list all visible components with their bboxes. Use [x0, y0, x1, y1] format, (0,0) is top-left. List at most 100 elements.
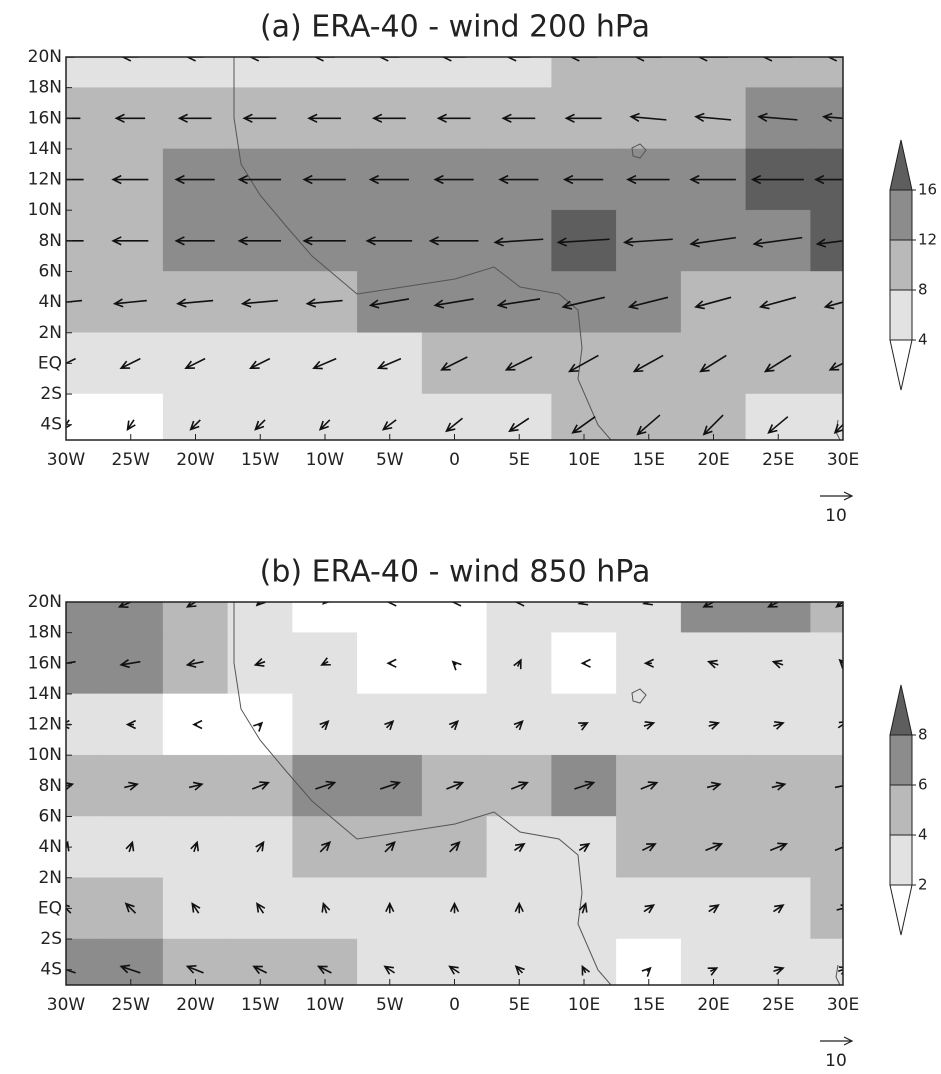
wind-vector [313, 57, 335, 62]
x-tick-label: 10E [568, 995, 600, 1015]
wind-vector [240, 298, 278, 308]
wind-vector [705, 842, 724, 852]
speed-cell [98, 393, 164, 440]
wind-vector [508, 417, 530, 433]
y-tick-label: 4N [38, 292, 62, 312]
wind-vector [556, 237, 610, 247]
wind-vector [643, 721, 656, 730]
wind-vector [627, 296, 669, 310]
wind-vector [514, 965, 525, 976]
wind-vector [248, 57, 270, 62]
x-tick-label: 25W [112, 995, 151, 1015]
wind-vector [823, 300, 843, 310]
wind-vector [378, 57, 400, 62]
wind-vector [242, 113, 277, 123]
wind-vector [569, 57, 597, 62]
wind-vector [66, 299, 83, 303]
speed-cell [616, 393, 682, 440]
x-tick-label: 5W [376, 450, 404, 470]
speed-cell [680, 57, 747, 88]
wind-vector [319, 841, 332, 853]
wind-vector [126, 419, 136, 432]
wind-vector [513, 658, 522, 670]
y-tick-label: 4S [40, 960, 62, 980]
wind-vector [451, 660, 462, 671]
wind-vector [249, 357, 271, 370]
wind-vector [66, 240, 84, 242]
wind-vector [697, 57, 728, 62]
speed-cell [616, 938, 682, 985]
wind-vector [504, 356, 533, 371]
x-tick-label: 30W [47, 450, 86, 470]
wind-vector [641, 843, 657, 852]
wind-vector [689, 174, 736, 185]
wind-vector [111, 236, 149, 246]
x-tick-label: 10W [306, 995, 345, 1015]
plot-area [66, 57, 843, 440]
wind-vector [706, 659, 719, 669]
wind-vector [706, 781, 722, 791]
wind-vector [496, 298, 541, 309]
speed-cell [162, 602, 229, 633]
wind-vector [757, 112, 798, 122]
wind-vector [826, 57, 843, 62]
y-tick-label: 12N [28, 170, 62, 190]
wind-vector [312, 357, 337, 370]
wind-vector [379, 780, 402, 790]
wind-vector [440, 356, 468, 371]
wind-vector [125, 840, 135, 853]
wind-vector [707, 967, 719, 976]
wind-vector [433, 174, 474, 185]
wind-vector [574, 780, 596, 790]
wind-vector [445, 417, 463, 433]
wind-vector [66, 968, 76, 974]
wind-vector [567, 354, 599, 373]
wind-vector [319, 720, 330, 731]
wind-vector [643, 904, 656, 914]
wind-vector [253, 721, 264, 732]
wind-vector [773, 904, 785, 914]
wind-vector [580, 658, 591, 668]
wind-vector [192, 719, 203, 730]
speed-cell [98, 938, 164, 985]
wind-vector [174, 174, 215, 185]
x-tick-label: 25W [112, 450, 151, 470]
wind-vector [702, 414, 724, 436]
wind-vector [834, 781, 843, 789]
wind-vector [501, 113, 536, 123]
speed-cell [66, 57, 99, 88]
wind-vector [302, 236, 346, 246]
y-tick-label: 6N [38, 261, 62, 281]
speed-cell [745, 57, 811, 88]
wind-vector [321, 901, 331, 914]
colorbar-label: 2 [918, 876, 928, 894]
y-tick-label: 16N [28, 108, 62, 128]
speed-cell [66, 602, 99, 633]
wind-vector [771, 781, 787, 791]
wind-vector [752, 236, 803, 248]
y-tick-label: EQ [38, 353, 62, 373]
colorbar-label: 8 [918, 281, 928, 299]
x-tick-label: 5W [376, 995, 404, 1015]
wind-vector [66, 419, 71, 429]
speed-cell [227, 938, 293, 985]
wind-vector [185, 658, 204, 668]
x-tick-label: 30E [827, 995, 859, 1015]
wind-vector [763, 354, 792, 373]
wind-vector [320, 657, 331, 666]
y-tick-label: 16N [28, 653, 62, 673]
wind-vector [433, 298, 474, 309]
wind-vector [371, 113, 406, 123]
y-tick-label: 20N [28, 47, 62, 67]
wind-vector [833, 423, 843, 434]
speed-cell [680, 602, 747, 633]
y-tick-label: 2N [38, 323, 62, 343]
speed-cell [810, 754, 843, 817]
speed-cell [357, 602, 423, 633]
wind-vector [581, 964, 591, 976]
wind-vector [124, 902, 137, 914]
wind-vector [622, 237, 673, 247]
wind-vector [386, 602, 397, 607]
speed-cell [680, 938, 747, 985]
colorbar-label: 6 [918, 776, 928, 794]
